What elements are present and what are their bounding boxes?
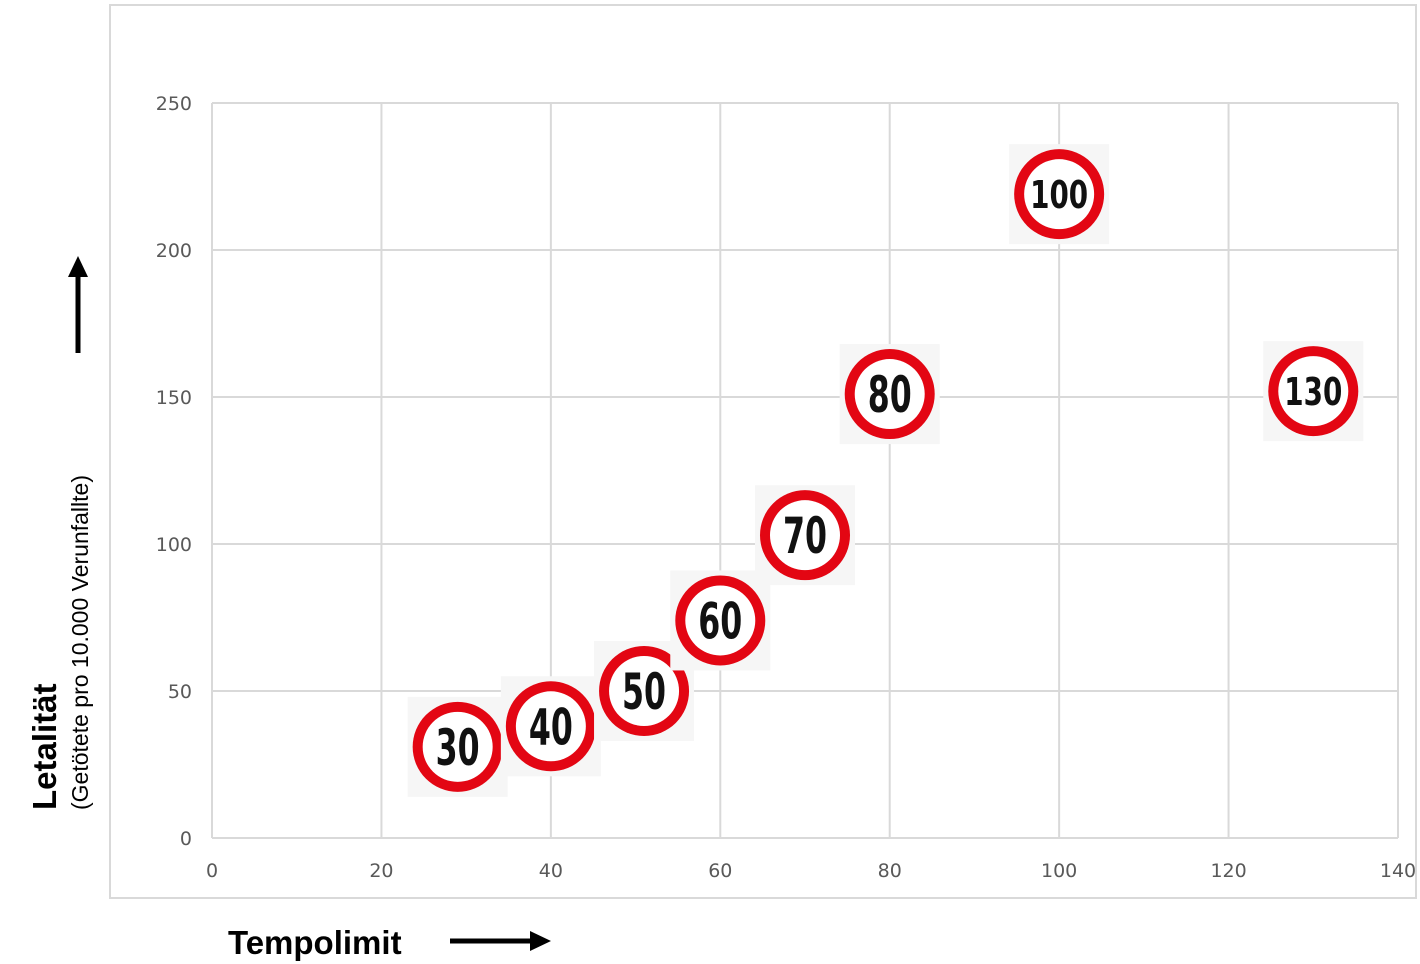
x-tick-label: 0 bbox=[206, 860, 218, 882]
sign-face bbox=[685, 585, 756, 656]
y-tick-label: 150 bbox=[156, 387, 192, 409]
x-tick-label: 120 bbox=[1210, 860, 1246, 882]
data-point: 40 bbox=[500, 676, 601, 777]
sign-face bbox=[609, 656, 680, 726]
y-axis-arrow-icon bbox=[68, 256, 88, 353]
data-point: 100 bbox=[1009, 144, 1110, 245]
point-label: 60 bbox=[698, 592, 742, 650]
y-axis-title-group: Letalität (Getötete pro 10.000 Verunfall… bbox=[26, 475, 93, 810]
point-label: 80 bbox=[868, 366, 912, 424]
point-label: 70 bbox=[783, 507, 827, 565]
x-tick-label: 40 bbox=[539, 860, 563, 882]
x-tick-label: 80 bbox=[878, 860, 902, 882]
x-axis-title-group: Tempolimit bbox=[228, 924, 551, 961]
y-tick-label: 50 bbox=[168, 681, 192, 703]
chart-frame bbox=[109, 4, 1417, 899]
data-points: 30 40 50 60 70 80 100 130 bbox=[407, 144, 1364, 797]
tick-labels: 0 50 100 150 200 250 0 20 40 60 80 100 120 140 bbox=[156, 93, 1416, 882]
point-label: 40 bbox=[529, 698, 573, 756]
sign-face bbox=[515, 691, 586, 762]
x-tick-label: 140 bbox=[1380, 860, 1416, 882]
x-axis-title: Tempolimit bbox=[228, 924, 402, 961]
sign-face bbox=[770, 500, 840, 571]
data-point: 30 bbox=[407, 696, 508, 797]
x-axis-arrow-icon bbox=[450, 931, 551, 951]
x-tick-label: 20 bbox=[369, 860, 393, 882]
y-axis-subtitle: (Getötete pro 10.000 Verunfallte) bbox=[67, 475, 93, 810]
point-label: 130 bbox=[1284, 370, 1342, 414]
sign-face bbox=[854, 359, 925, 430]
y-tick-label: 250 bbox=[156, 93, 192, 115]
y-tick-label: 100 bbox=[156, 534, 192, 556]
data-point: 80 bbox=[839, 344, 940, 445]
y-tick-label: 0 bbox=[180, 828, 192, 850]
data-point: 70 bbox=[755, 485, 855, 586]
x-tick-label: 100 bbox=[1041, 860, 1077, 882]
sign-face bbox=[1024, 159, 1095, 230]
sign-face bbox=[1278, 356, 1349, 427]
data-point: 60 bbox=[670, 570, 771, 671]
point-label: 30 bbox=[436, 719, 480, 777]
y-axis-title: Letalität bbox=[26, 683, 63, 810]
x-tick-label: 60 bbox=[708, 860, 732, 882]
data-point: 130 bbox=[1263, 341, 1364, 442]
sign-face bbox=[422, 711, 493, 782]
y-tick-label: 200 bbox=[156, 240, 192, 262]
point-label: 50 bbox=[622, 663, 666, 721]
point-label: 100 bbox=[1030, 173, 1088, 217]
